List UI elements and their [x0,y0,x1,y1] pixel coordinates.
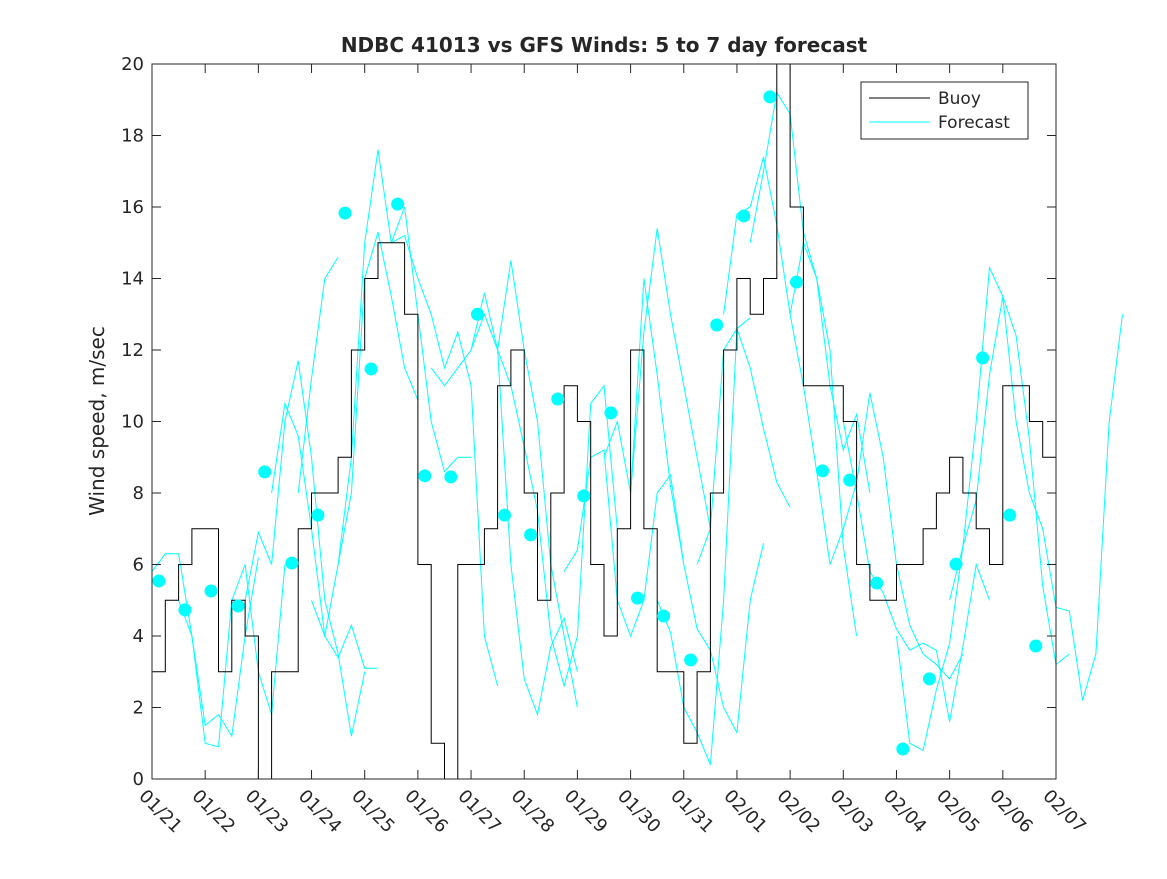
forecast-point [338,206,352,220]
forecast-point [1003,508,1017,522]
forecast-line-17 [749,91,871,494]
x-tick-label: 01/22 [188,786,240,838]
x-tick-label: 01/26 [400,786,452,838]
x-tick-label: 01/31 [666,786,718,838]
forecast-point [763,90,777,104]
x-tick-label: 01/23 [241,786,293,838]
y-tick-label: 4 [133,626,144,647]
forecast-line-15 [696,327,791,565]
y-tick-label: 18 [121,126,144,147]
forecast-point [684,653,698,667]
forecast-point [577,489,591,503]
chart-title: NDBC 41013 vs GFS Winds: 5 to 7 day fore… [341,33,868,57]
x-tick-label: 01/27 [454,786,506,838]
forecast-point [444,470,458,484]
forecast-line-2 [244,360,366,737]
buoy-line [152,63,1056,780]
x-tick-label: 02/06 [985,786,1037,838]
forecast-point [922,672,936,686]
legend-forecast-label: Forecast [938,113,1010,133]
forecast-point [258,465,272,479]
x-tick-label: 01/30 [613,786,665,838]
forecast-line-12 [603,228,711,529]
forecast-line-3 [271,401,378,669]
forecast-line-6 [337,149,472,565]
forecast-line-0 [151,553,259,738]
x-tick-label: 02/04 [879,786,931,838]
forecast-point [896,742,910,756]
y-tick-label: 16 [121,197,144,218]
forecast-line-7 [391,234,499,687]
forecast-point [231,599,245,613]
y-tick-label: 20 [121,54,144,75]
forecast-point [524,528,538,542]
forecast-point [737,209,751,223]
forecast-point [391,197,405,211]
plot-area [151,63,1123,780]
x-tick-label: 02/01 [719,786,771,838]
forecast-point [816,464,830,478]
forecast-line-21 [949,265,1123,701]
forecast-point [843,473,857,487]
forecast-line-4 [297,256,339,494]
forecast-point [470,307,484,321]
forecast-point [976,351,990,365]
x-tick-label: 01/25 [347,786,399,838]
y-tick-label: 0 [133,769,144,790]
forecast-line-16 [723,156,858,637]
legend-box [860,81,1029,140]
forecast-point [604,406,618,420]
forecast-line-9 [470,312,578,717]
forecast-line-14 [656,317,751,765]
forecast-line-20 [896,296,1070,752]
forecast-point [285,556,299,570]
y-tick-label: 2 [133,698,144,719]
forecast-line-11 [563,449,685,638]
forecast-point [631,591,645,605]
forecast-point [870,576,884,590]
x-tick-label: 01/29 [560,786,612,838]
y-tick-label: 8 [133,483,144,504]
forecast-line-13 [630,278,764,735]
forecast-point [1029,639,1043,653]
legend: Buoy Forecast [860,81,1029,140]
x-tick-label: 02/05 [932,786,984,838]
x-tick-label: 01/24 [294,786,346,838]
forecast-line-10 [497,349,618,688]
forecast-point [498,508,512,522]
x-tick-label: 02/07 [1038,786,1090,838]
y-tick-label: 14 [121,269,144,290]
y-axis-label: Wind speed, m/sec [85,326,109,516]
forecast-point [710,318,724,332]
x-tick-label: 01/28 [507,786,559,838]
forecast-line-8 [430,260,578,708]
legend-buoy-label: Buoy [938,89,981,109]
forecast-point [949,557,963,571]
forecast-point [551,392,565,406]
y-tick-label: 6 [133,555,144,576]
forecast-point [418,469,432,483]
y-tick-label: 10 [121,412,144,433]
forecast-line-19 [842,421,990,722]
forecast-point [364,362,378,376]
x-tick-label: 02/02 [773,786,825,838]
x-tick-label: 02/03 [826,786,878,838]
forecast-point [657,609,671,623]
forecast-point [204,584,218,598]
forecast-point [789,275,803,289]
forecast-point [178,603,192,617]
forecast-line-18 [789,314,964,680]
x-tick-label: 01/21 [134,786,186,838]
y-tick-label: 12 [121,340,144,361]
forecast-point [311,508,325,522]
forecast-point [152,574,166,588]
